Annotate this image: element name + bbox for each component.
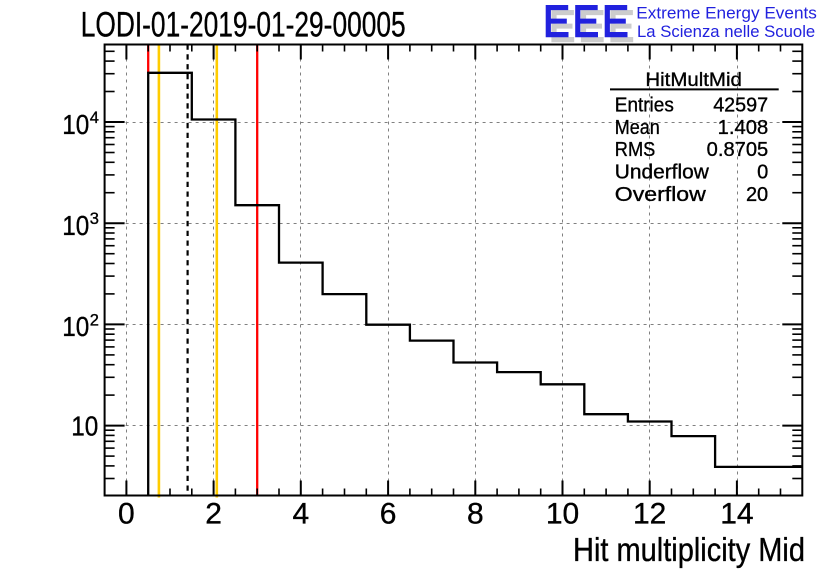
svg-text:2: 2 — [90, 311, 99, 329]
svg-text:10: 10 — [62, 311, 89, 342]
svg-text:14: 14 — [720, 498, 753, 531]
svg-text:42597: 42597 — [713, 94, 768, 116]
svg-text:10: 10 — [62, 109, 89, 140]
svg-text:HitMultMid: HitMultMid — [645, 69, 742, 91]
svg-text:10: 10 — [71, 410, 98, 441]
svg-text:4: 4 — [292, 498, 309, 531]
svg-text:Hit multiplicity Mid: Hit multiplicity Mid — [573, 531, 805, 568]
svg-text:2: 2 — [205, 498, 222, 531]
svg-text:La Scienza nelle Scuole: La Scienza nelle Scuole — [637, 22, 815, 41]
svg-text:1.408: 1.408 — [718, 117, 769, 139]
svg-text:12: 12 — [633, 498, 666, 531]
svg-text:6: 6 — [380, 498, 397, 531]
svg-text:0.8705: 0.8705 — [707, 139, 769, 161]
svg-text:10: 10 — [62, 210, 89, 241]
svg-text:8: 8 — [467, 498, 484, 531]
svg-text:10: 10 — [546, 498, 579, 531]
svg-text:Entries: Entries — [615, 94, 674, 116]
svg-text:Extreme Energy Events: Extreme Energy Events — [636, 4, 817, 23]
svg-text:RMS: RMS — [615, 139, 656, 161]
svg-text:4: 4 — [90, 109, 99, 127]
svg-text:0: 0 — [118, 498, 135, 531]
svg-text:Overflow: Overflow — [615, 184, 707, 206]
svg-text:Underflow: Underflow — [615, 162, 710, 184]
svg-text:Mean: Mean — [615, 117, 660, 139]
svg-text:3: 3 — [90, 210, 99, 228]
svg-text:20: 20 — [746, 184, 768, 206]
svg-text:0: 0 — [757, 162, 768, 184]
svg-text:LODI-01-2019-01-29-00005: LODI-01-2019-01-29-00005 — [81, 5, 406, 44]
